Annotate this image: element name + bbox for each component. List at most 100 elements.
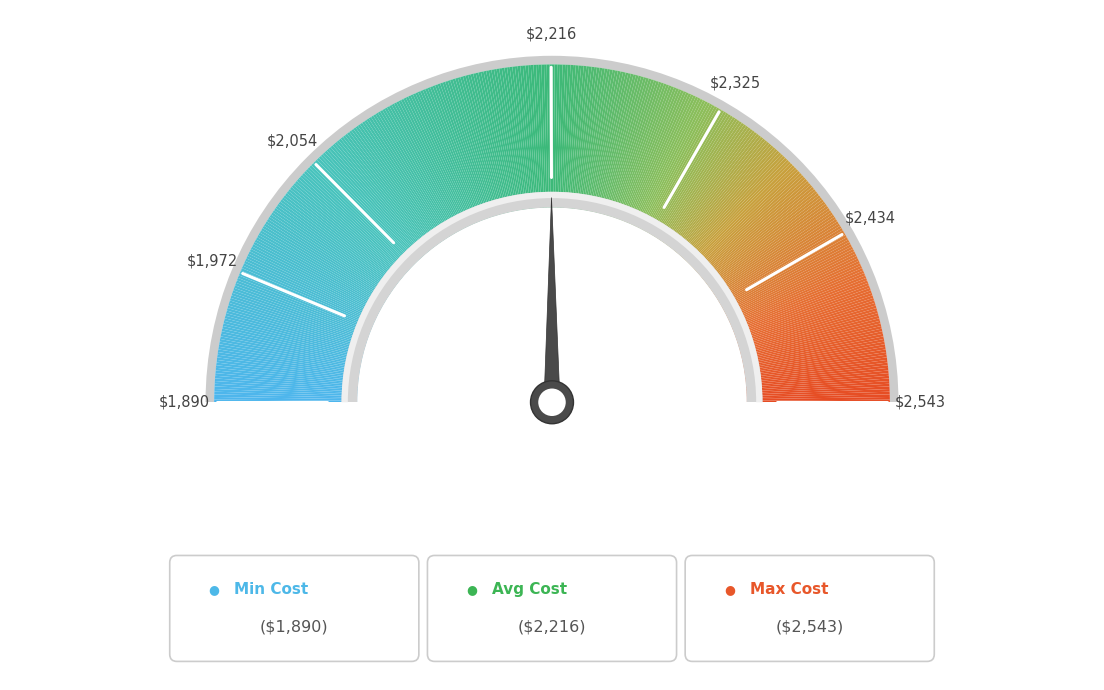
Wedge shape	[215, 378, 358, 390]
Wedge shape	[744, 352, 887, 375]
Wedge shape	[648, 109, 722, 234]
Wedge shape	[225, 313, 364, 353]
Wedge shape	[739, 306, 877, 348]
Wedge shape	[427, 87, 481, 221]
Wedge shape	[288, 189, 401, 281]
Wedge shape	[641, 102, 710, 230]
Wedge shape	[201, 402, 903, 690]
Wedge shape	[628, 91, 687, 224]
Wedge shape	[259, 230, 384, 304]
Wedge shape	[226, 308, 365, 349]
Wedge shape	[602, 76, 641, 215]
Wedge shape	[694, 171, 800, 270]
Wedge shape	[741, 324, 881, 358]
Wedge shape	[569, 66, 584, 208]
Wedge shape	[745, 357, 888, 378]
Wedge shape	[447, 80, 493, 217]
Wedge shape	[217, 352, 360, 375]
Wedge shape	[740, 310, 878, 351]
Wedge shape	[714, 217, 836, 297]
Wedge shape	[215, 373, 358, 387]
Wedge shape	[216, 360, 359, 380]
Wedge shape	[710, 206, 828, 290]
Wedge shape	[214, 400, 358, 402]
Wedge shape	[715, 219, 837, 298]
Wedge shape	[497, 68, 521, 210]
Wedge shape	[550, 64, 552, 208]
Wedge shape	[481, 71, 512, 212]
Wedge shape	[571, 66, 586, 208]
Wedge shape	[280, 199, 396, 286]
Wedge shape	[458, 77, 499, 215]
Wedge shape	[676, 142, 769, 253]
Wedge shape	[723, 241, 850, 311]
Wedge shape	[619, 86, 671, 220]
Wedge shape	[670, 134, 760, 248]
Wedge shape	[349, 130, 436, 246]
Wedge shape	[746, 397, 890, 401]
Wedge shape	[745, 355, 887, 376]
Wedge shape	[320, 154, 420, 260]
Wedge shape	[746, 378, 889, 390]
Wedge shape	[718, 226, 841, 302]
Wedge shape	[590, 71, 620, 212]
Wedge shape	[745, 360, 888, 380]
Wedge shape	[699, 181, 809, 276]
Wedge shape	[646, 106, 718, 233]
Wedge shape	[673, 139, 765, 251]
Wedge shape	[736, 295, 873, 342]
Wedge shape	[505, 68, 527, 210]
Wedge shape	[701, 185, 813, 278]
Wedge shape	[272, 213, 391, 294]
Wedge shape	[332, 144, 427, 254]
Wedge shape	[247, 254, 378, 318]
Wedge shape	[369, 117, 447, 239]
Wedge shape	[742, 326, 882, 359]
Wedge shape	[252, 244, 380, 313]
Wedge shape	[585, 70, 613, 210]
Wedge shape	[638, 99, 703, 228]
Wedge shape	[355, 126, 440, 244]
Wedge shape	[725, 249, 854, 315]
Wedge shape	[501, 68, 524, 210]
Wedge shape	[255, 239, 381, 310]
Wedge shape	[623, 87, 677, 221]
Wedge shape	[616, 83, 667, 219]
Text: $2,543: $2,543	[894, 395, 945, 410]
Wedge shape	[700, 183, 810, 277]
Wedge shape	[295, 181, 405, 276]
Wedge shape	[367, 119, 446, 239]
Wedge shape	[510, 67, 529, 209]
Wedge shape	[264, 224, 386, 301]
Wedge shape	[726, 254, 857, 318]
Wedge shape	[556, 64, 563, 208]
Wedge shape	[544, 64, 549, 208]
Wedge shape	[735, 290, 872, 339]
Text: $2,434: $2,434	[845, 210, 896, 226]
Wedge shape	[375, 112, 452, 236]
Wedge shape	[520, 66, 535, 208]
Wedge shape	[222, 326, 362, 359]
Wedge shape	[686, 156, 785, 262]
Wedge shape	[474, 73, 508, 213]
Wedge shape	[644, 104, 712, 231]
Wedge shape	[746, 384, 890, 393]
Wedge shape	[297, 179, 406, 275]
FancyBboxPatch shape	[427, 555, 677, 662]
Wedge shape	[728, 256, 858, 319]
Wedge shape	[205, 56, 899, 402]
Wedge shape	[214, 394, 358, 400]
Wedge shape	[729, 258, 859, 321]
Wedge shape	[560, 65, 567, 208]
Wedge shape	[650, 110, 724, 235]
Wedge shape	[594, 72, 628, 213]
Wedge shape	[396, 101, 464, 230]
Wedge shape	[351, 129, 437, 246]
Wedge shape	[514, 66, 532, 209]
Text: ●: ●	[724, 583, 735, 596]
Wedge shape	[229, 303, 365, 346]
Wedge shape	[696, 173, 802, 271]
Wedge shape	[689, 161, 790, 264]
Wedge shape	[285, 193, 399, 283]
Wedge shape	[679, 146, 774, 255]
